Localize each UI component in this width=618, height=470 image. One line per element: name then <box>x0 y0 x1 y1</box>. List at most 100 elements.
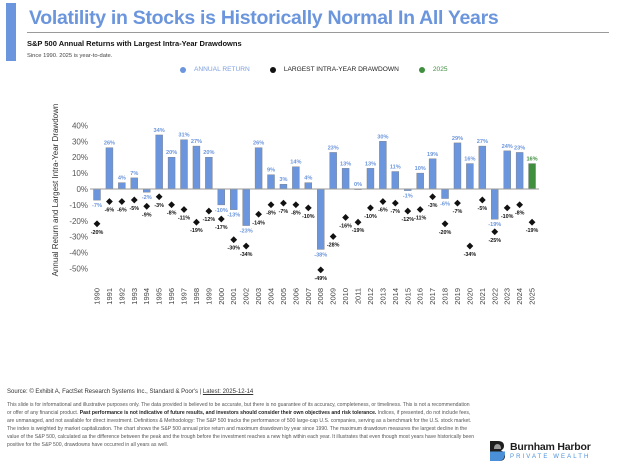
return-label-1995: 34% <box>154 128 165 134</box>
return-label-1990: -7% <box>92 203 102 209</box>
x-tick-label: 1998 <box>192 288 201 305</box>
return-label-2021: 27% <box>477 139 488 145</box>
return-label-2005: 3% <box>279 177 287 183</box>
drawdown-label-2022: -25% <box>488 238 501 244</box>
return-bar-2008 <box>317 188 325 250</box>
return-label-2023: 24% <box>502 144 513 150</box>
return-label-2024: 23% <box>514 145 525 151</box>
x-tick-label: 1990 <box>93 288 102 305</box>
drawdown-label-1999: -12% <box>203 217 216 223</box>
return-label-1999: 20% <box>203 150 214 156</box>
drawdown-marker-2011 <box>354 218 362 226</box>
y-tick-label: 20% <box>72 153 88 162</box>
title-accent-bar <box>6 3 16 61</box>
x-tick-label: 2018 <box>441 288 450 305</box>
drawdown-marker-2022 <box>491 228 499 236</box>
drawdown-marker-2017 <box>429 193 437 201</box>
company-logo: Burnham Harbor PRIVATE WEALTH <box>490 441 615 466</box>
x-tick-label: 2007 <box>304 288 313 305</box>
source-text: Source: © Exhibit A, FactSet Research Sy… <box>7 389 203 395</box>
drawdown-marker-2009 <box>329 233 337 240</box>
x-tick-label: 2015 <box>403 288 412 305</box>
drawdown-label-2023: -10% <box>501 214 514 220</box>
return-label-2018: -6% <box>440 202 450 208</box>
drawdown-marker-2018 <box>441 220 449 228</box>
x-tick-label: 2001 <box>229 288 238 305</box>
y-tick-label: -40% <box>69 249 88 258</box>
latest-date-link[interactable]: Latest: 2025-12-14 <box>202 389 254 395</box>
y-tick-label: -10% <box>69 201 88 210</box>
return-bar-2017 <box>428 158 437 190</box>
return-label-1997: 31% <box>178 133 189 139</box>
drawdown-label-2004: -8% <box>266 211 276 217</box>
return-label-2025: 16% <box>526 157 537 163</box>
drawdown-label-1992: -6% <box>117 208 127 214</box>
drawdown-label-2014: -7% <box>391 209 401 215</box>
x-tick-label: 1991 <box>105 288 114 305</box>
drawdown-label-2024: -8% <box>515 211 525 217</box>
return-bar-2012 <box>366 168 375 190</box>
drawdown-marker-2000 <box>217 215 225 223</box>
return-bar-2019 <box>453 142 462 190</box>
disclaimer-text-2: Indices, if presented, do not include fe… <box>7 410 475 449</box>
drawdown-label-2000: -17% <box>215 225 228 231</box>
x-tick-label: 2021 <box>478 288 487 305</box>
drawdown-marker-2021 <box>478 196 486 204</box>
drawdown-label-2002: -34% <box>240 252 253 258</box>
return-label-1992: 4% <box>118 176 126 182</box>
drawdown-marker-2015 <box>404 207 412 215</box>
logo-bell-icon <box>490 441 505 461</box>
drawdown-marker-2013 <box>379 198 387 205</box>
return-bar-1991 <box>105 147 114 190</box>
y-tick-label: -50% <box>69 265 88 274</box>
drawdown-marker-2007 <box>304 204 312 212</box>
drawdown-label-2012: -10% <box>364 214 377 220</box>
drawdown-label-2011: -19% <box>352 228 365 234</box>
legend-item-annual-return: ANNUAL RETURN <box>180 66 250 73</box>
x-tick-label: 2016 <box>416 288 425 305</box>
drawdown-marker-2003 <box>255 210 262 218</box>
y-axis-ticks: 40% 30% 20% 10% 0% -10% -20% -30% -40% -50% <box>69 121 88 273</box>
return-label-2009: 23% <box>328 145 339 151</box>
drawdown-label-2005: -7% <box>279 209 289 215</box>
drawdown-marker-2008 <box>317 266 325 274</box>
return-label-2001: -13% <box>227 213 240 219</box>
drawdown-marker-2012 <box>367 204 374 212</box>
drawdown-marker-2023 <box>503 204 511 212</box>
return-label-1994: -2% <box>142 195 152 201</box>
x-tick-label: 1996 <box>167 288 176 305</box>
x-tick-label: 2009 <box>329 288 338 305</box>
legend-swatch-annual-return <box>180 66 186 73</box>
drawdown-label-1995: -3% <box>154 203 164 209</box>
return-bars <box>93 134 536 250</box>
drawdown-marker-2006 <box>292 201 300 209</box>
return-bar-1997 <box>180 139 188 190</box>
drawdown-marker-2002 <box>242 242 250 250</box>
return-bar-2018 <box>441 188 449 199</box>
disclaimer: This slide is for informational and illu… <box>7 401 475 450</box>
return-bar-2005 <box>279 184 288 190</box>
return-bar-2001 <box>230 188 238 210</box>
return-bar-2010 <box>341 168 350 190</box>
x-tick-label: 2014 <box>391 288 400 305</box>
return-label-2006: 14% <box>290 160 301 166</box>
return-bar-2024 <box>515 152 524 190</box>
return-bar-2014 <box>391 171 400 190</box>
return-label-2004: 9% <box>267 168 275 174</box>
drawdown-label-1991: -6% <box>105 208 115 214</box>
drawdown-marker-1991 <box>106 198 113 205</box>
return-label-1998: 27% <box>191 139 202 145</box>
x-tick-label: 2000 <box>217 288 226 305</box>
return-label-1991: 26% <box>104 141 115 147</box>
return-label-2007: 4% <box>304 176 312 182</box>
drawdown-marker-2004 <box>267 201 275 209</box>
x-tick-label: 2011 <box>354 288 363 304</box>
legend-label-drawdown: LARGEST INTRA-YEAR DRAWDOWN <box>283 66 399 73</box>
return-label-2016: 10% <box>415 166 426 172</box>
return-label-2002: -23% <box>240 229 253 235</box>
x-tick-label: 2019 <box>453 288 462 305</box>
drawdown-marker-2024 <box>516 201 524 209</box>
drawdown-label-2008: -49% <box>314 276 327 282</box>
drawdown-label-2021: -5% <box>478 206 488 212</box>
x-tick-label: 2002 <box>242 288 251 305</box>
